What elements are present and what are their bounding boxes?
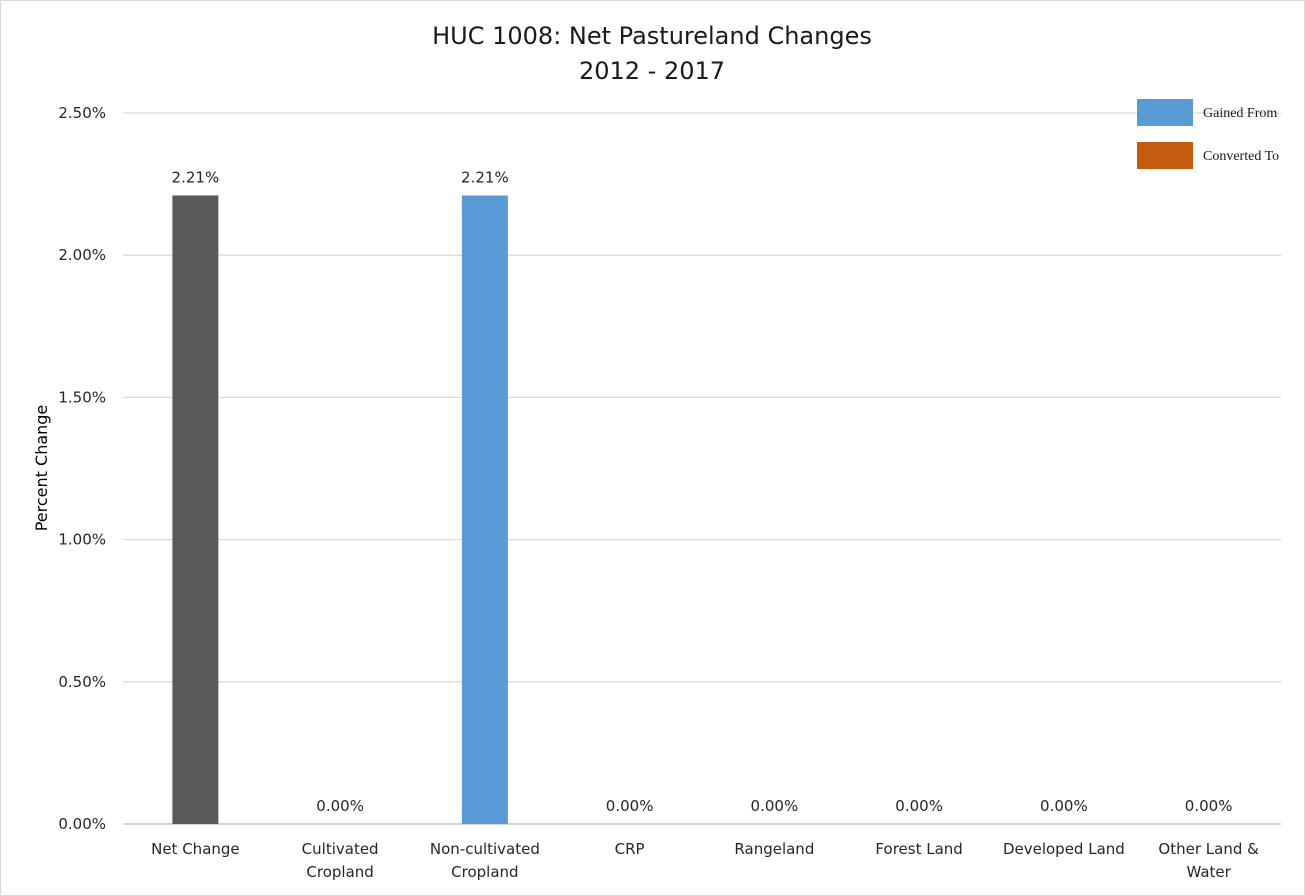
category-label: Water	[1186, 863, 1231, 881]
category-label: Cropland	[451, 863, 518, 881]
y-tick-label: 0.50%	[58, 673, 106, 691]
legend: Gained From Converted To	[1137, 99, 1279, 169]
bar-2	[461, 195, 508, 824]
legend-label-converted-to: Converted To	[1203, 149, 1279, 164]
y-axis-ticks: 0.00% 0.50% 1.00% 1.50% 2.00% 2.50%	[58, 104, 106, 833]
data-label: 0.00%	[1185, 797, 1233, 815]
category-label: Net Change	[151, 840, 240, 858]
y-tick-label: 1.00%	[58, 531, 106, 549]
bar-0	[172, 195, 219, 824]
legend-swatch-converted-to	[1137, 142, 1193, 169]
category-label: Other Land &	[1158, 840, 1259, 858]
chart-title-line-2: 2012 - 2017	[579, 57, 725, 85]
data-label: 2.21%	[461, 168, 509, 186]
chart-title: HUC 1008: Net Pastureland Changes 2012 -…	[432, 22, 872, 85]
category-labels: Net Change Cultivated Cropland Non-cultivat…	[151, 840, 1259, 881]
legend-swatch-gained-from	[1137, 99, 1193, 126]
y-tick-label: 0.00%	[58, 815, 106, 833]
category-label: CRP	[615, 840, 645, 858]
category-label: Forest Land	[875, 840, 962, 858]
data-label: 0.00%	[751, 797, 799, 815]
data-label: 0.00%	[1040, 797, 1088, 815]
category-label: Rangeland	[734, 840, 814, 858]
y-tick-label: 2.50%	[58, 104, 106, 122]
data-labels: 2.21% 0.00% 2.21% 0.00% 0.00% 0.00% 0.00% 0.00%	[172, 168, 1233, 815]
gridlines	[123, 112, 1281, 825]
y-axis-label: Percent Change	[32, 405, 51, 532]
y-tick-label: 2.00%	[58, 246, 106, 264]
data-label: 0.00%	[606, 797, 654, 815]
data-label: 0.00%	[316, 797, 364, 815]
data-label: 2.21%	[172, 168, 220, 186]
category-label: Developed Land	[1003, 840, 1125, 858]
category-label: Cultivated	[302, 840, 379, 858]
y-tick-label: 1.50%	[58, 388, 106, 406]
bars	[172, 195, 508, 824]
data-label: 0.00%	[895, 797, 943, 815]
chart-title-line-1: HUC 1008: Net Pastureland Changes	[432, 22, 872, 50]
legend-label-gained-from: Gained From	[1203, 106, 1277, 121]
category-label: Cropland	[306, 863, 373, 881]
category-label: Non-cultivated	[430, 840, 540, 858]
